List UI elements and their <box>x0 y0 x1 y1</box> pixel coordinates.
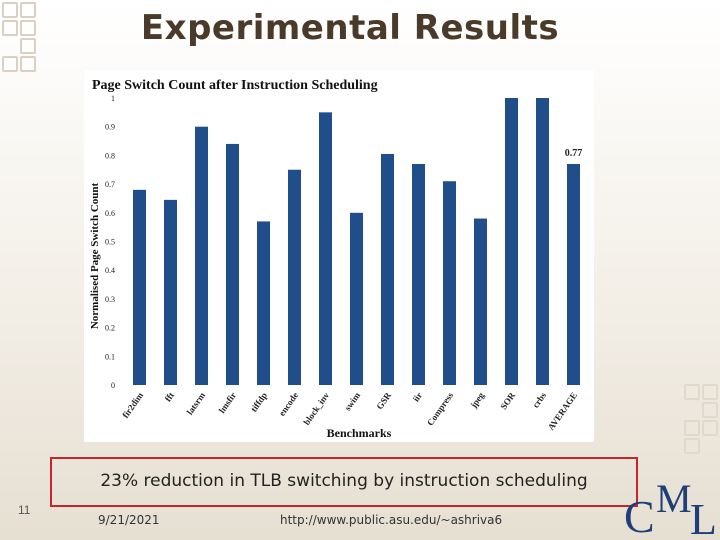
y-tick-label: 0.5 <box>105 238 115 247</box>
y-tick-label: 0.2 <box>105 324 115 333</box>
slide-title: Experimental Results <box>140 8 560 48</box>
bar-gsr <box>381 153 394 385</box>
svg-text:C: C <box>624 491 655 540</box>
x-tick-label: Compress <box>425 390 455 428</box>
bar-crbs <box>536 98 549 385</box>
x-tick-label: GSR <box>374 390 393 411</box>
y-tick-label: 0.3 <box>105 295 115 304</box>
corner-decoration <box>0 0 44 72</box>
bar-lmsfir <box>226 143 239 385</box>
x-tick-label: fir2dim <box>120 390 145 420</box>
x-axis-label: Benchmarks <box>327 426 392 440</box>
bar-block-inv <box>319 112 332 385</box>
x-tick-label: AVERAGE <box>546 390 579 432</box>
bar-average <box>567 164 580 385</box>
y-tick-label: 1 <box>111 94 115 103</box>
page-number: 11 <box>18 503 31 517</box>
bar-encode <box>288 169 301 385</box>
x-tick-label: SOR <box>498 390 517 411</box>
x-tick-label: block_inv <box>301 390 331 427</box>
caption-highlight-box <box>50 457 638 507</box>
bar-chart: Page Switch Count after Instruction Sche… <box>89 78 583 440</box>
y-tick-label: 0 <box>111 381 115 390</box>
svg-text:L: L <box>690 495 717 540</box>
x-tick-label: latsrm <box>185 390 208 417</box>
y-tick-label: 0.6 <box>105 209 115 218</box>
y-tick-label: 0.7 <box>105 180 115 189</box>
x-tick-label: encode <box>277 390 300 417</box>
chart-panel: Page Switch Count after Instruction Sche… <box>84 70 594 442</box>
x-tick-label: tiffdp <box>249 390 270 413</box>
slide-caption: 23% reduction in TLB switching by instru… <box>100 471 588 491</box>
x-tick-label: lmsfir <box>217 390 238 415</box>
bar-fir2dim <box>133 189 146 385</box>
svg-text:M: M <box>656 476 692 521</box>
bar-iir <box>412 164 425 385</box>
x-tick-label: swim <box>342 390 362 413</box>
bar-jpeg <box>474 218 487 385</box>
bar-tiffdp <box>257 221 270 385</box>
x-tick-label: fft <box>163 390 176 403</box>
side-decoration <box>680 380 720 500</box>
y-axis-label: Normalised Page Switch Count <box>89 182 101 329</box>
bar-sor <box>505 98 518 385</box>
chart-title: Page Switch Count after Instruction Sche… <box>92 78 378 93</box>
y-tick-label: 0.4 <box>105 266 115 275</box>
x-tick-label: jpeg <box>468 390 487 410</box>
y-tick-label: 0.8 <box>105 151 115 160</box>
footer-date: 9/21/2021 <box>98 513 160 527</box>
footer-url: http://www.public.asu.edu/~ashriva6 <box>280 513 503 527</box>
bar-fft <box>164 199 177 385</box>
y-tick-label: 0.1 <box>105 352 115 361</box>
x-tick-label: iir <box>411 390 424 403</box>
bar-swim <box>350 212 363 385</box>
data-label: 0.77 <box>565 148 583 159</box>
y-tick-label: 0.9 <box>105 123 115 132</box>
x-tick-label: crbs <box>530 390 548 410</box>
cml-logo: C M L <box>624 476 717 540</box>
bar-compress <box>443 181 456 385</box>
bar-latsrm <box>195 126 208 385</box>
